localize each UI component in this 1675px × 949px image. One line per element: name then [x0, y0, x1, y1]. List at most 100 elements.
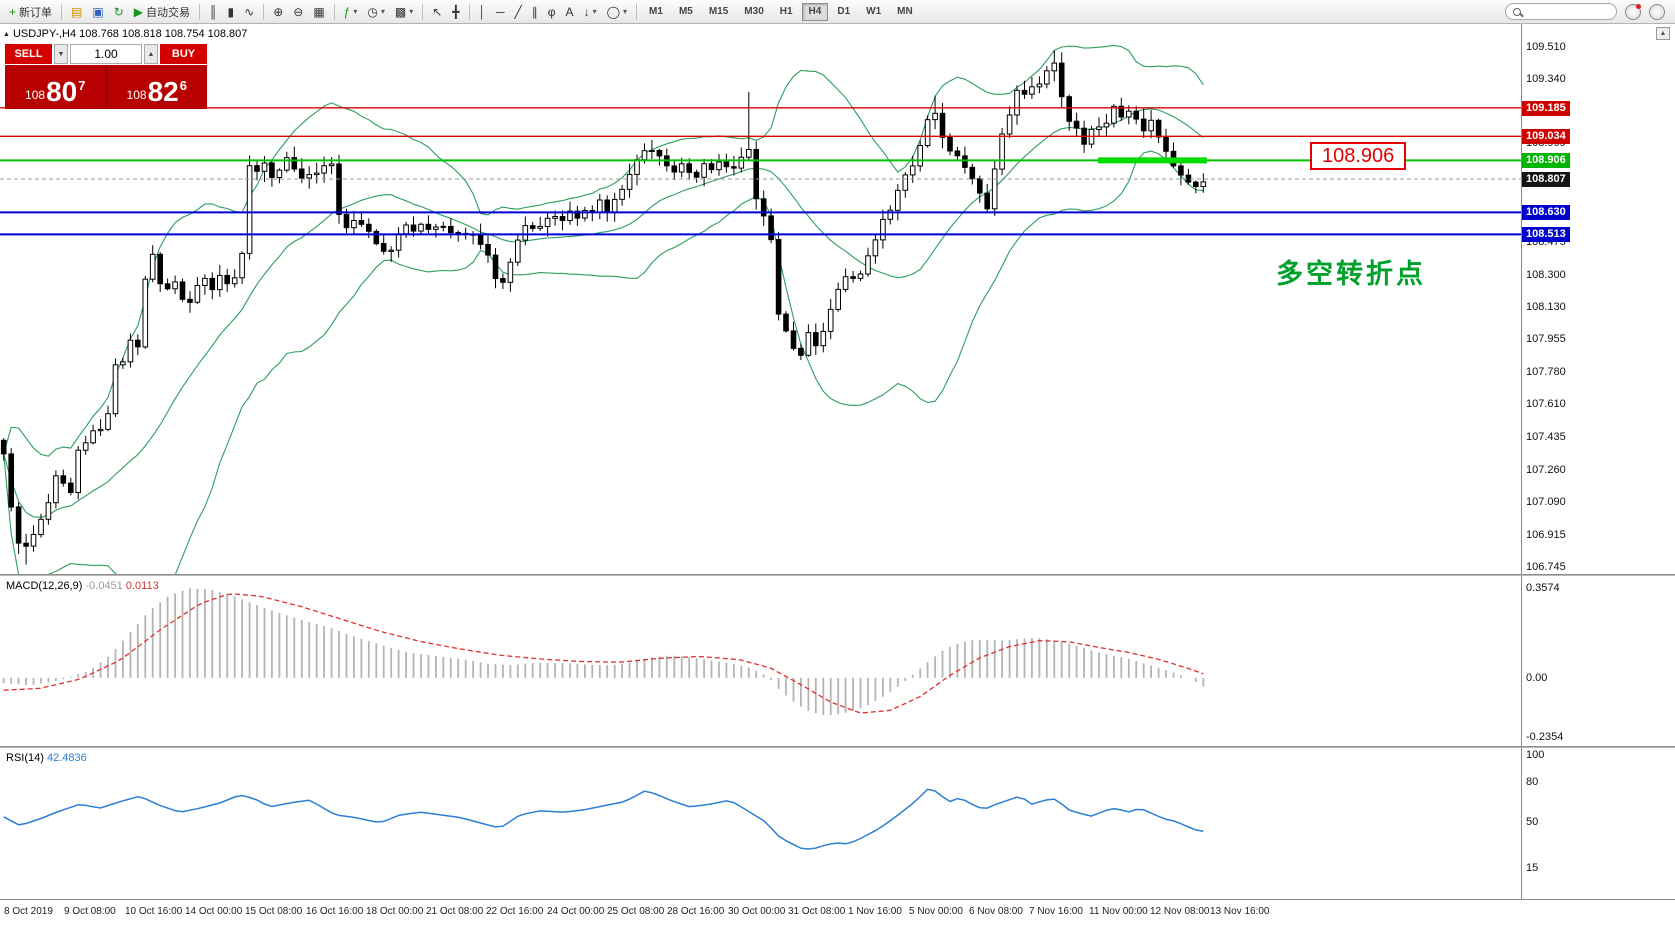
search-input[interactable] [1526, 5, 1606, 18]
timeframe-m30[interactable]: M30 [744, 6, 764, 17]
toolbar-divider [263, 3, 265, 20]
timeframe-mn[interactable]: MN [897, 6, 913, 17]
candlestick-chart-button[interactable]: ▮ [223, 2, 240, 22]
new-order-button[interactable]: + 新订单 [4, 2, 57, 22]
shapes-button[interactable]: ◯ ▾ [602, 2, 632, 22]
buy-price-big: 82 [147, 76, 179, 107]
navigator-icon: ↻ [113, 4, 124, 19]
time-label: 8 Oct 2019 [4, 906, 53, 917]
chart-annotation[interactable]: 多空转折点 [1276, 259, 1426, 290]
panel-separator[interactable] [0, 574, 1675, 576]
horizontal-line-button[interactable]: ─ [491, 2, 510, 22]
timeframe-h4[interactable]: H4 [801, 2, 829, 21]
market-watch-button[interactable]: ▤ [66, 2, 87, 22]
tile-windows-button[interactable]: ▦ [308, 2, 329, 22]
channel-button[interactable]: ∥ [527, 2, 543, 22]
rsi-line [3, 788, 1204, 850]
time-label: 6 Nov 08:00 [969, 906, 1023, 917]
toolbar-divider [199, 3, 200, 20]
periods-button[interactable]: ◷ ▾ [362, 2, 390, 22]
rsi-label: RSI(14) 42.4836 [6, 752, 87, 764]
time-label: 16 Oct 16:00 [306, 906, 364, 917]
macd-panel[interactable]: MACD(12,26,9) -0.0451 0.0113 0.3574 0.00 -… [0, 576, 1675, 746]
timeframe-m5[interactable]: M5 [678, 6, 693, 17]
community-icon[interactable] [1625, 3, 1641, 20]
sell-price-prefix: 108 [25, 88, 46, 102]
ohlc-text: USDJPY-,H4 108.768 108.818 108.754 108.8… [12, 28, 248, 40]
price-tick: 108.300 [1526, 269, 1566, 281]
price-tick: 108.130 [1526, 301, 1566, 313]
horizontal-lines-layer[interactable] [0, 107, 1521, 236]
indicators-button[interactable]: ƒ ▾ [339, 2, 363, 22]
ohlc-label: ▲ USDJPY-,H4 108.768 108.818 108.754 108… [3, 28, 247, 40]
volume-input[interactable]: 1.00 [70, 44, 142, 64]
time-label: 21 Oct 08:00 [426, 906, 484, 917]
price-tick: 107.955 [1526, 333, 1566, 345]
price-tick: 107.610 [1526, 398, 1566, 410]
chat-icon[interactable] [1649, 3, 1665, 20]
line-chart-button[interactable]: ∿ [239, 2, 259, 22]
bar-chart-icon: ║ [209, 4, 218, 19]
crosshair-icon: ╋ [452, 4, 460, 19]
crosshair-button[interactable]: ╋ [447, 2, 464, 22]
horizontal-line-icon: ─ [496, 4, 505, 19]
timeframe-h1[interactable]: H1 [779, 6, 793, 17]
rsi-tick: 15 [1526, 862, 1539, 874]
sell-button[interactable]: SELL [5, 44, 52, 64]
macd-tick: 0.3574 [1526, 582, 1560, 594]
trendline-button[interactable]: ╱ [510, 2, 527, 22]
scroll-up-button[interactable]: ▲ [1656, 27, 1670, 40]
time-label: 15 Oct 08:00 [245, 906, 303, 917]
zoom-in-button[interactable]: ⊕ [268, 2, 288, 22]
price-tick: 109.510 [1526, 41, 1566, 53]
bar-chart-button[interactable]: ║ [204, 2, 223, 22]
rsi-panel[interactable]: RSI(14) 42.4836 100 80 50 15 [0, 748, 1675, 899]
toolbar-divider [468, 3, 470, 20]
toolbar-right [1505, 3, 1665, 20]
cursor-button[interactable]: ↖ [427, 2, 447, 22]
timeframe-d1[interactable]: D1 [837, 6, 851, 17]
volume-up-button[interactable]: ▲ [144, 44, 158, 64]
macd-signal-value: 0.0113 [125, 580, 159, 592]
collapse-icon[interactable]: ▲ [3, 30, 10, 38]
time-axis[interactable]: 8 Oct 2019 9 Oct 08:00 10 Oct 16:00 14 Oct … [0, 899, 1675, 926]
timeframe-w1[interactable]: W1 [866, 6, 882, 17]
price-tick: 106.745 [1526, 561, 1566, 573]
market-watch-icon: ▤ [71, 4, 83, 19]
fibonacci-button[interactable]: φ [543, 2, 561, 22]
panel-separator[interactable] [0, 746, 1675, 748]
toolbar-divider [422, 3, 424, 20]
price-badge: 108.630 [1522, 205, 1570, 220]
volume-down-button[interactable]: ▼ [54, 44, 68, 64]
search-box[interactable] [1505, 3, 1617, 20]
rsi-chart[interactable] [0, 748, 1521, 899]
macd-name: MACD(12,26,9) [6, 580, 83, 592]
arrows-button[interactable]: ↓ ▾ [579, 2, 602, 22]
price-chart[interactable] [0, 24, 1521, 574]
buy-price-button[interactable]: 108 82 6 [106, 65, 207, 109]
chevron-down-icon: ▾ [623, 7, 628, 16]
rsi-axis[interactable]: 100 80 50 15 [1521, 748, 1675, 899]
templates-button[interactable]: ▩ ▾ [390, 2, 418, 22]
data-window-button[interactable]: ▣ [87, 2, 108, 22]
bollinger-bands [3, 44, 1204, 574]
zoom-in-icon: ⊕ [273, 4, 284, 19]
price-callout[interactable]: 108.906 [1310, 142, 1407, 170]
timeframe-m1[interactable]: M1 [649, 6, 663, 17]
macd-axis[interactable]: 0.3574 0.00 -0.2354 [1521, 576, 1675, 746]
price-chart-panel[interactable]: ▲ USDJPY-,H4 108.768 108.818 108.754 108… [0, 24, 1675, 574]
tile-windows-icon: ▦ [313, 4, 325, 19]
vertical-line-button[interactable]: │ [474, 2, 492, 22]
macd-tick: 0.00 [1526, 672, 1548, 684]
price-axis[interactable]: ▲ 109.510109.340108.999108.475108.300108… [1521, 24, 1675, 574]
sell-price-button[interactable]: 108 80 7 [5, 65, 107, 109]
text-button[interactable]: A [561, 2, 579, 22]
navigator-button[interactable]: ↻ [109, 2, 129, 22]
current-price-badge: 108.807 [1522, 172, 1570, 187]
zoom-out-button[interactable]: ⊖ [288, 2, 308, 22]
macd-chart[interactable] [0, 576, 1521, 746]
price-badge: 109.185 [1522, 101, 1570, 116]
autotrading-button[interactable]: ▶ 自动交易 [129, 2, 195, 22]
buy-button[interactable]: BUY [160, 44, 207, 64]
timeframe-m15[interactable]: M15 [708, 6, 729, 17]
